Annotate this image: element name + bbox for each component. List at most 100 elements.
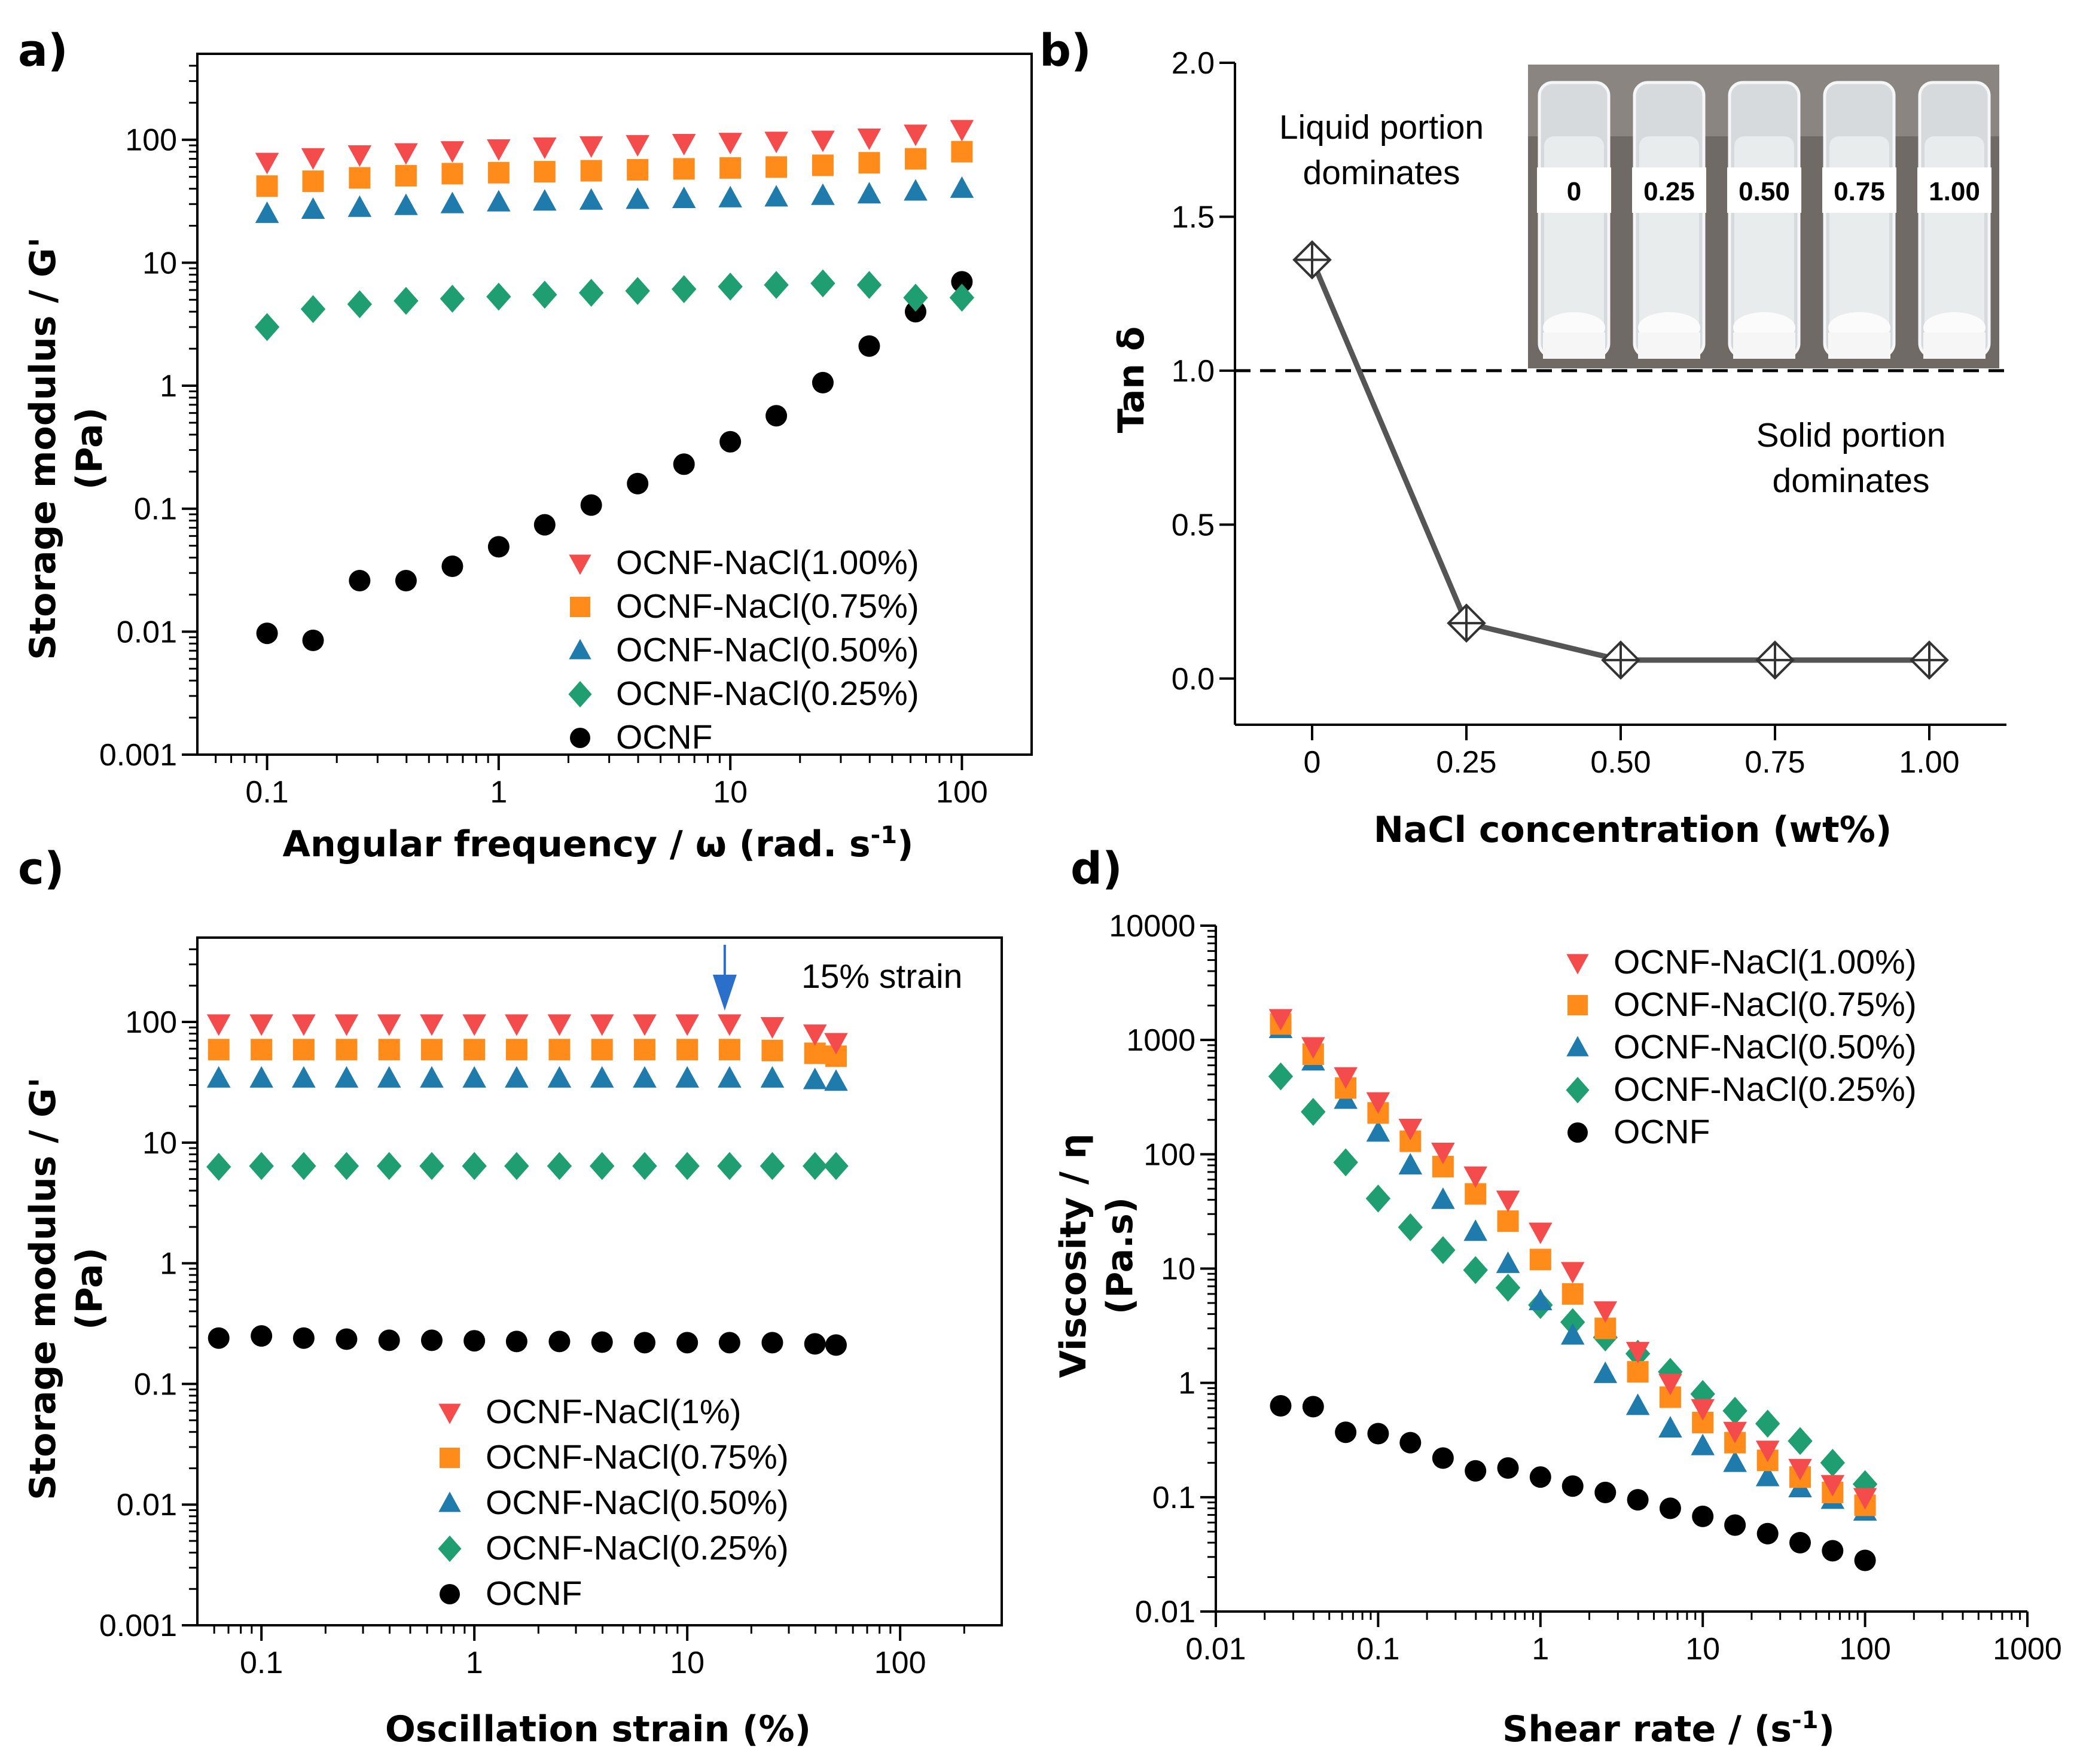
- data-point: [1398, 1153, 1423, 1175]
- x-tick-label: 1: [466, 1646, 483, 1680]
- y-tick-label: 0.01: [1135, 1595, 1195, 1629]
- data-point: [419, 1152, 444, 1180]
- data-point: [1301, 1097, 1326, 1126]
- vial-base: [1923, 332, 1986, 359]
- legend-label: OCNF-NaCl(1%): [486, 1393, 742, 1431]
- data-point: [1529, 1466, 1551, 1488]
- legend-marker: [568, 680, 592, 708]
- y-tick-label: 0.01: [117, 1488, 177, 1522]
- vial-label: 0.25: [1643, 177, 1695, 206]
- x-tick-label: 0.1: [1356, 1632, 1399, 1667]
- data-point: [395, 164, 417, 187]
- data-point: [548, 1039, 571, 1061]
- data-point: [440, 191, 465, 213]
- data-point: [812, 154, 834, 176]
- data-point: [1432, 1447, 1454, 1469]
- data-point: [420, 1014, 444, 1036]
- legend-marker: [1566, 1036, 1589, 1057]
- legend-label: OCNF-NaCl(0.75%): [486, 1438, 789, 1476]
- panel-d-frame: [1215, 926, 2027, 1613]
- data-point: [334, 1014, 359, 1036]
- data-point: [811, 183, 835, 205]
- data-point: [858, 335, 880, 357]
- y-tick-label: 10: [142, 246, 177, 280]
- legend-label: OCNF-NaCl(0.25%): [1614, 1070, 1917, 1109]
- data-point: [206, 1066, 231, 1088]
- legend-label: OCNF: [1614, 1113, 1710, 1151]
- data-point: [251, 1039, 273, 1061]
- data-point: [1723, 1421, 1747, 1443]
- panel-c-ylabel-line1: Storage modulus / G': [22, 1077, 64, 1500]
- data-point: [804, 1333, 826, 1355]
- legend-label: OCNF-NaCl(0.25%): [616, 675, 919, 713]
- legend-label: OCNF: [616, 718, 712, 756]
- x-tick-label: 1.00: [1899, 745, 1959, 780]
- series-OCNF-NaCl(0.25%): [254, 269, 975, 341]
- data-point: [533, 161, 556, 183]
- data-point: [760, 1017, 785, 1039]
- legend-marker: [438, 1491, 461, 1512]
- y-tick-label: 1: [1178, 1366, 1195, 1401]
- data-point: [627, 158, 649, 181]
- panel-label-d: d): [1071, 843, 1123, 895]
- data-point: [1853, 1488, 1877, 1510]
- panel-d-ylabel-line2: (Pa.s): [1099, 1197, 1141, 1314]
- data-point: [950, 120, 974, 142]
- data-point: [206, 1014, 231, 1036]
- data-point: [505, 1066, 529, 1088]
- data-point: [532, 280, 557, 309]
- panel-a-ylabel-line2: (Pa): [69, 407, 111, 490]
- data-point: [1756, 1522, 1779, 1545]
- data-point: [547, 1066, 572, 1088]
- data-point: [208, 1039, 230, 1061]
- data-point: [1625, 1342, 1650, 1364]
- data-point: [533, 514, 556, 536]
- data-point: [904, 124, 928, 147]
- data-point: [394, 286, 419, 315]
- panel-a-ylabel: Storage modulus / G' (Pa): [22, 237, 111, 660]
- data-point: [532, 189, 557, 211]
- data-point: [462, 1014, 486, 1036]
- vial-label: 0.50: [1739, 177, 1790, 206]
- data-point: [950, 176, 974, 198]
- panel-a-frame: [196, 53, 1033, 756]
- vial-base: [1733, 332, 1795, 359]
- legend-marker: [1567, 1122, 1588, 1143]
- data-point: [903, 283, 928, 312]
- vial: 0.50: [1727, 81, 1801, 359]
- data-point: [718, 133, 742, 155]
- x-tick-label: 0.1: [245, 775, 288, 810]
- panel-a: a) 0.1 1 10 100 0.001 0.01 0.1 1 10 100 Storage m…: [18, 25, 1033, 865]
- legend-marker: [440, 1448, 460, 1468]
- data-point: [1367, 1423, 1389, 1445]
- data-point: [1301, 1037, 1325, 1059]
- series-OCNF-NaCl(1.00%): [1268, 1009, 1877, 1510]
- data-point: [1692, 1505, 1714, 1527]
- legend-marker: [440, 1584, 460, 1604]
- legend-label: OCNF-NaCl(0.25%): [486, 1529, 789, 1567]
- panel-c-ylabel: Storage modulus / G' (Pa): [22, 1077, 111, 1500]
- data-point: [1659, 1497, 1681, 1519]
- y-tick-label: 1: [160, 369, 177, 404]
- data-point: [347, 145, 372, 167]
- data-point: [395, 570, 417, 592]
- data-point: [949, 283, 975, 312]
- data-point: [301, 197, 325, 219]
- data-point: [718, 272, 743, 301]
- data-point: [579, 136, 603, 158]
- panel-d-ylabel-line1: Viscosity / η: [1053, 1134, 1094, 1378]
- y-tick-label: 0.001: [99, 1609, 177, 1643]
- data-point: [626, 135, 649, 157]
- panel-b-inset-photo: 0 0.25 0.50 0.75 1.00: [1528, 65, 1999, 368]
- data-point: [804, 1042, 826, 1064]
- data-point: [765, 405, 788, 427]
- data-point: [625, 277, 650, 305]
- data-point: [504, 1152, 529, 1180]
- vial-base: [1828, 332, 1890, 359]
- data-point: [904, 148, 926, 170]
- data-point: [420, 1066, 444, 1088]
- legend-marker: [438, 1403, 461, 1424]
- data-point: [1431, 1236, 1456, 1265]
- data-point: [718, 1039, 740, 1061]
- data-point: [441, 556, 463, 578]
